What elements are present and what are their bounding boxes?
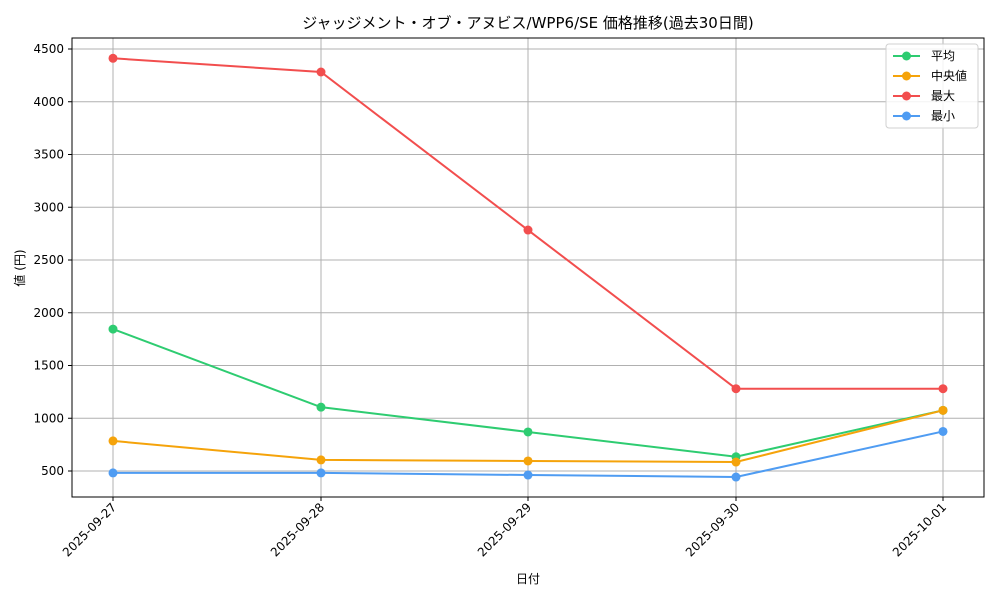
y-tick-label: 2500: [33, 253, 64, 267]
x-tick-label: 2025-09-27: [60, 500, 119, 559]
series-1: [108, 405, 948, 467]
y-tick-label: 500: [41, 464, 64, 478]
data-point: [731, 384, 741, 394]
data-point: [316, 468, 326, 478]
x-tick-label: 2025-09-29: [475, 500, 534, 559]
legend-marker: [902, 111, 911, 121]
data-point: [938, 384, 948, 394]
legend-label: 最小: [931, 109, 955, 123]
legend-marker: [902, 51, 911, 61]
y-axis-label: 値 (円): [12, 249, 27, 286]
data-point: [108, 324, 118, 334]
legend-label: 平均: [931, 49, 955, 63]
y-tick-label: 4500: [33, 42, 64, 56]
legend-box: [885, 43, 979, 129]
data-point: [523, 456, 533, 466]
y-tick-label: 3500: [33, 148, 64, 162]
data-point: [316, 67, 326, 77]
y-tick-label: 4000: [33, 95, 64, 109]
data-point: [938, 405, 948, 415]
x-axis-ticks: 2025-09-27 2025-09-28 2025-09-29 2025-09-30…: [60, 497, 949, 559]
grid-lines: [72, 38, 984, 497]
legend-marker: [902, 71, 911, 81]
y-axis-ticks: 500 1000 1500 2000 2500 3000 3500 4000 4500: [33, 42, 72, 478]
chart-title: ジャッジメント・オブ・アヌビス/WPP6/SE 価格推移(過去30日間): [302, 14, 753, 32]
x-tick-label: 2025-09-28: [268, 500, 327, 559]
series-2: [108, 53, 948, 394]
legend-label: 中央値: [931, 68, 967, 83]
data-point: [316, 455, 326, 465]
y-tick-label: 2000: [33, 306, 64, 320]
data-point: [523, 225, 533, 235]
legend-marker: [902, 91, 911, 101]
data-point: [108, 468, 118, 478]
x-tick-label: 2025-09-30: [683, 500, 742, 559]
data-series: [108, 53, 948, 482]
data-point: [108, 53, 118, 63]
y-tick-label: 1500: [33, 359, 64, 373]
data-point: [731, 457, 741, 467]
data-point: [108, 436, 118, 446]
data-point: [731, 472, 741, 482]
data-point: [523, 470, 533, 480]
data-point: [523, 427, 533, 437]
legend-label: 最大: [931, 89, 955, 103]
y-tick-label: 3000: [33, 200, 64, 214]
y-tick-label: 1000: [33, 411, 64, 425]
x-tick-label: 2025-10-01: [890, 500, 949, 559]
data-point: [316, 402, 326, 412]
x-axis-label: 日付: [516, 572, 540, 586]
data-point: [938, 426, 948, 436]
series-3: [108, 426, 948, 482]
